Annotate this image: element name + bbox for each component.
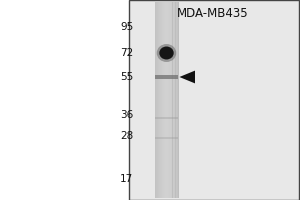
Polygon shape — [179, 71, 195, 83]
Text: 72: 72 — [120, 48, 134, 58]
Bar — [161, 2, 162, 198]
Text: MDA-MB435: MDA-MB435 — [177, 7, 249, 20]
Text: 55: 55 — [120, 72, 134, 82]
Bar — [164, 2, 165, 198]
Ellipse shape — [159, 46, 174, 60]
Bar — [168, 2, 169, 198]
Bar — [129, 0, 298, 200]
Bar — [167, 2, 168, 198]
Bar — [173, 2, 174, 198]
Bar — [155, 137, 178, 139]
Bar — [160, 2, 161, 198]
Bar — [165, 2, 166, 198]
Bar — [169, 2, 170, 198]
Text: 95: 95 — [120, 22, 134, 32]
Bar — [155, 75, 178, 79]
Text: 28: 28 — [120, 131, 134, 141]
Bar — [159, 2, 160, 198]
Bar — [154, 2, 155, 198]
Bar — [162, 2, 163, 198]
Bar — [155, 2, 156, 198]
Bar — [177, 2, 178, 198]
Text: 17: 17 — [120, 174, 134, 184]
Bar — [176, 2, 177, 198]
Bar — [156, 2, 157, 198]
Ellipse shape — [157, 44, 176, 62]
Bar — [171, 2, 172, 198]
Bar — [174, 2, 175, 198]
Text: 36: 36 — [120, 110, 134, 120]
Bar — [154, 2, 178, 198]
Bar — [157, 2, 158, 198]
Bar — [172, 2, 173, 198]
Bar — [163, 2, 164, 198]
Bar — [158, 2, 159, 198]
Bar — [170, 2, 171, 198]
Bar — [155, 117, 178, 119]
